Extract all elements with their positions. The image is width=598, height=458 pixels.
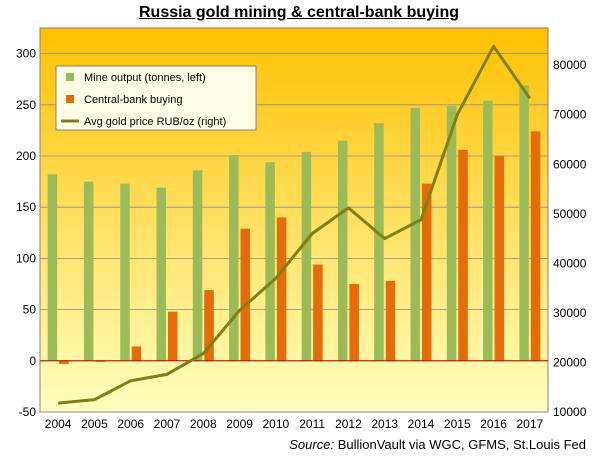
bar-central-bank [95,360,105,362]
legend-label-central-bank: Central-bank buying [84,94,182,106]
bar-mine-output [265,162,275,361]
bar-mine-output [410,107,420,361]
x-tick-label: 2016 [480,417,507,431]
right-axis: 10000 20000 30000 40000 50000 60000 70000 80000 [553,58,587,419]
bar-mine-output [446,105,457,361]
source-label: Source: [289,437,335,452]
bar-central-bank [313,264,323,361]
legend-box [55,65,257,131]
bars [47,85,541,364]
source-note: Source: BullionVault via WGC, GFMS, St.L… [289,437,586,452]
bar-central-bank [422,183,432,361]
x-tick-label: 2005 [81,417,108,431]
x-tick-label: 2015 [444,417,471,431]
legend: Mine output (tonnes, left) Central-bank … [55,65,257,131]
x-tick-label: 2008 [190,417,217,431]
x-tick-label: 2012 [335,417,362,431]
left-tick-label: -50 [19,405,37,419]
right-tick-label: 70000 [553,108,587,122]
bar-mine-output [519,85,529,361]
legend-swatch-mine-output [66,73,74,81]
right-tick-label: 60000 [553,157,587,171]
left-tick-label: 200 [16,149,36,163]
bar-mine-output [483,100,493,361]
x-tick-label: 2011 [299,417,325,431]
x-tick-label: 2014 [408,417,435,431]
x-tick-label: 2007 [154,417,181,431]
bar-mine-output [374,123,384,361]
legend-swatch-central-bank [66,95,74,103]
x-tick-label: 2009 [226,417,253,431]
chart-title: Russia gold mining & central-bank buying [138,4,460,21]
right-tick-label: 80000 [553,58,587,72]
bar-central-bank [530,131,541,361]
price-line-layer [58,44,532,405]
bar-central-bank [385,280,396,361]
left-tick-label: 250 [16,98,36,112]
right-tick-label: 50000 [553,207,587,221]
bar-central-bank [204,290,214,361]
bar-central-bank [458,149,468,361]
bar-central-bank [240,228,251,361]
right-tick-label: 40000 [553,256,587,270]
bar-central-bank [168,311,178,361]
bar-mine-output [192,170,203,361]
right-tick-label: 30000 [553,306,587,320]
left-tick-label: 50 [23,303,37,317]
bar-central-bank [131,346,142,361]
x-tick-label: 2004 [45,417,72,431]
bar-central-bank [494,156,505,361]
right-tick-label: 10000 [553,405,587,419]
x-tick-label: 2013 [371,417,398,431]
bar-mine-output [337,140,348,361]
x-tick-label: 2006 [117,417,144,431]
bar-mine-output [47,174,58,361]
line-gold-price [58,44,532,405]
bar-central-bank [276,217,287,361]
left-tick-label: 150 [16,200,36,214]
x-axis: 2004 2005 2006 2007 2008 2009 2010 2011 2012 2013… [45,417,544,431]
bar-mine-output [156,187,166,361]
bar-mine-output [120,183,130,361]
x-tick-label: 2010 [263,417,290,431]
legend-label-gold-price: Avg gold price RUB/oz (right) [84,116,226,128]
left-axis: -50 0 50 100 150 200 250 300 [16,47,36,419]
left-tick-label: 0 [29,354,36,368]
right-tick-label: 20000 [553,355,587,369]
source-text: BullionVault via WGC, GFMS, St.Louis Fed [337,437,586,452]
bar-mine-output [83,181,94,361]
bar-central-bank [59,360,69,364]
bar-mine-output [229,154,239,361]
bar-central-bank [349,284,359,361]
legend-label-mine-output: Mine output (tonnes, left) [84,72,206,84]
bar-mine-output [301,151,312,361]
left-tick-label: 300 [16,47,36,61]
x-tick-label: 2017 [517,417,544,431]
left-tick-label: 100 [16,251,36,265]
